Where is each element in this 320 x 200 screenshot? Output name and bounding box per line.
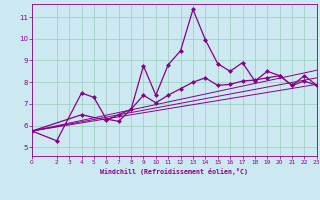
- X-axis label: Windchill (Refroidissement éolien,°C): Windchill (Refroidissement éolien,°C): [100, 168, 248, 175]
